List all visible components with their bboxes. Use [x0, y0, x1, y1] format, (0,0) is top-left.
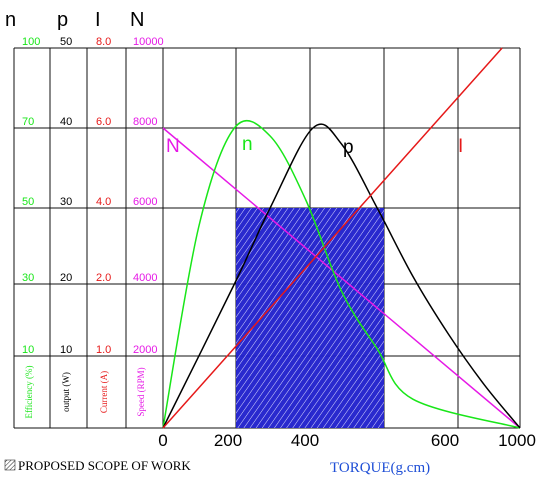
legend-label: PROPOSED SCOPE OF WORK [18, 458, 191, 473]
proposed-scope-rect [236, 208, 384, 428]
x-tick-label: 200 [214, 431, 242, 450]
scale-n-tick: 10 [22, 344, 34, 356]
scale-n-unit: Efficiency (%) [24, 365, 34, 418]
series-N-label: N [166, 136, 180, 157]
scale-n-tick: 30 [22, 272, 34, 284]
legend-swatch [4, 459, 16, 471]
series-p-curve [162, 123, 521, 429]
series-I-label: I [458, 136, 463, 157]
scale-n-header: n [5, 9, 16, 31]
x-tick-label: 1000 [498, 431, 536, 450]
x-axis-ticks: 0 200 400 600 1000 [158, 431, 536, 450]
y-scales: n 10 30 50 70 100 Efficiency (%) p 10 20 30 40 50 out… [5, 9, 164, 419]
x-tick-label: 0 [158, 431, 167, 450]
scale-N-tick: 10000 [133, 36, 164, 48]
legend: PROPOSED SCOPE OF WORK [4, 458, 191, 473]
scale-p-tick: 50 [60, 36, 72, 48]
x-axis-title: TORQUE(g.cm) [330, 460, 430, 476]
scale-I-tick: 4.0 [96, 196, 111, 208]
scale-p-tick: 10 [60, 344, 72, 356]
scale-p-tick: 20 [60, 272, 72, 284]
scale-N-tick: 2000 [133, 344, 157, 356]
scale-n-tick: 70 [22, 116, 34, 128]
series-n-label: n [242, 134, 253, 155]
series-p-label: p [343, 137, 354, 158]
scale-I-tick: 2.0 [96, 272, 111, 284]
series-n-curve [162, 119, 521, 429]
scale-p-unit: output (W) [61, 372, 71, 412]
scope-region [236, 208, 384, 428]
scale-p-tick: 40 [60, 116, 72, 128]
x-tick-label: 400 [291, 431, 319, 450]
scale-n-tick: 100 [22, 36, 40, 48]
scale-N-tick: 4000 [133, 272, 157, 284]
scale-N-tick: 6000 [133, 196, 157, 208]
scale-n-tick: 50 [22, 196, 34, 208]
scale-p-header: p [57, 9, 68, 31]
scale-I-tick: 1.0 [96, 344, 111, 356]
series-I-curve [162, 47, 503, 429]
scale-N-header: N [130, 9, 144, 31]
scale-N-unit: Speed (RPM) [136, 367, 146, 416]
scale-I-header: I [95, 9, 101, 31]
scale-p-tick: 30 [60, 196, 72, 208]
scale-N-tick: 8000 [133, 116, 157, 128]
series-N-curve [162, 127, 521, 429]
scale-I-tick: 8.0 [96, 36, 111, 48]
scale-I-unit: Current (A) [99, 371, 109, 413]
x-tick-label: 600 [431, 431, 459, 450]
scale-I-tick: 6.0 [96, 116, 111, 128]
